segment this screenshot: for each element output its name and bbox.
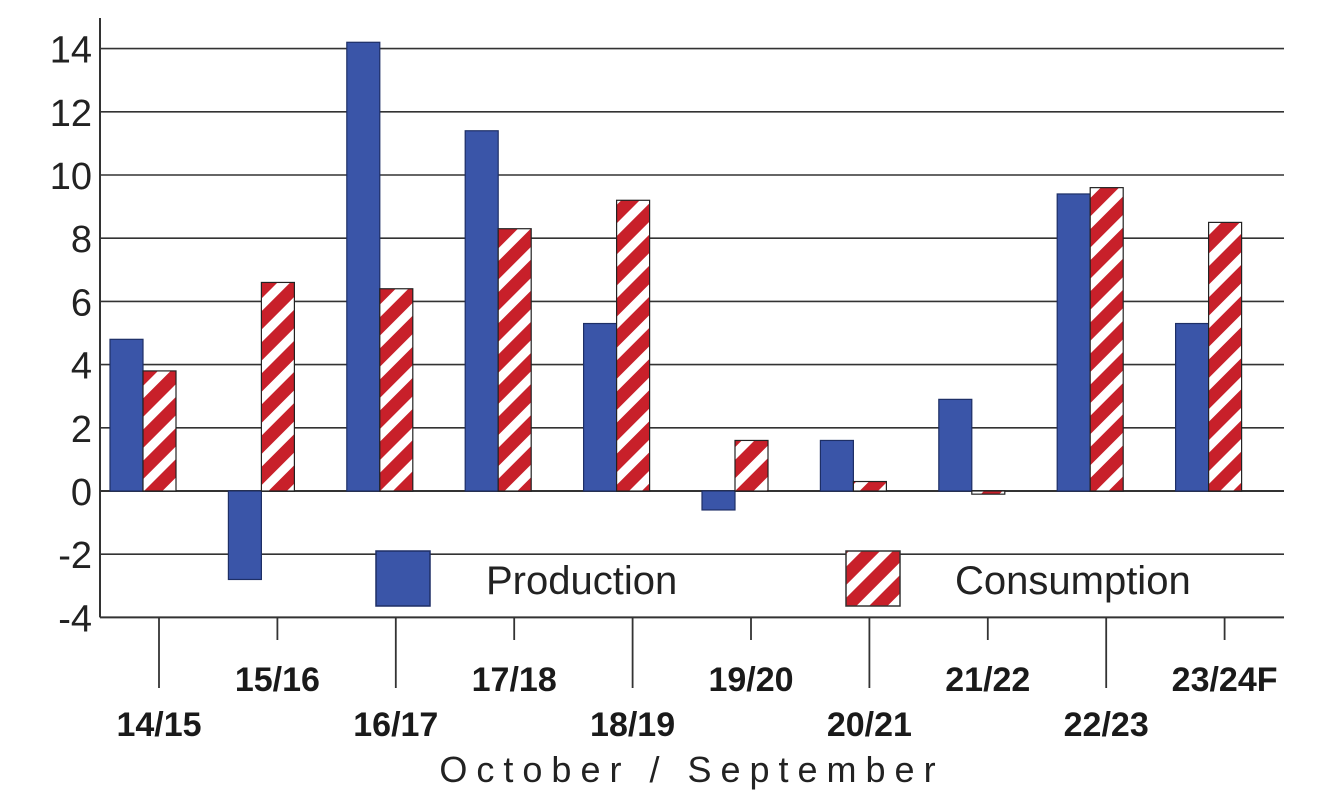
bar-production [701, 490, 736, 511]
x-tick-label: 17/18 [472, 661, 557, 699]
legend: Production Consumption [375, 550, 1191, 607]
y-tick-label: 0 [71, 472, 92, 514]
legend-swatch-consumption [845, 550, 901, 607]
bars [109, 41, 1243, 581]
bar-consumption [497, 228, 532, 492]
x-axis: 14/15 15/16 16/17 17/18 18/19 19/20 20/21 21/22… [116, 617, 1278, 744]
y-tick-label: -4 [58, 598, 92, 640]
x-tick-label: 20/21 [827, 706, 912, 744]
bar-production [938, 398, 973, 492]
y-tick-label: 4 [71, 346, 92, 388]
bar-production [582, 322, 618, 492]
bar-production [464, 130, 499, 492]
y-tick-label: 6 [71, 282, 92, 324]
legend-label-production: Production [486, 559, 677, 603]
bar-consumption [379, 288, 414, 492]
bar-production [346, 41, 381, 492]
y-tick-label: 8 [71, 219, 92, 261]
y-tick-label: 2 [71, 409, 92, 451]
bar-production [109, 338, 144, 492]
y-tick-label: 12 [50, 93, 92, 135]
bar-consumption [1089, 187, 1124, 492]
x-tick-label: 22/23 [1064, 706, 1149, 744]
y-tick-label: -2 [58, 535, 92, 577]
legend-swatch-production [375, 550, 431, 607]
bar-production [1056, 193, 1091, 492]
bar-consumption [971, 490, 1006, 495]
bar-production [1174, 322, 1210, 492]
x-tick-label: 14/15 [116, 706, 201, 744]
x-tick-label: 19/20 [708, 661, 793, 699]
y-tick-label: 10 [50, 156, 92, 198]
gridlines [100, 47, 1284, 556]
x-tick-label: 18/19 [590, 706, 675, 744]
x-tick-label: 21/22 [945, 661, 1030, 699]
bar-consumption [615, 199, 651, 492]
x-tick-label: 15/16 [235, 661, 320, 699]
bar-production [819, 439, 855, 492]
x-tick-label: 23/24F [1172, 661, 1278, 699]
bar-consumption [734, 439, 769, 492]
bar-production [227, 490, 262, 581]
x-axis-title: October / September [439, 749, 944, 790]
y-axis: 14 12 10 8 6 4 2 0 -2 -4 [50, 30, 92, 641]
axes [99, 18, 1284, 619]
x-tick-label: 16/17 [353, 706, 438, 744]
bar-consumption [142, 370, 177, 492]
bar-consumption [260, 281, 295, 492]
legend-label-consumption: Consumption [955, 559, 1191, 603]
y-tick-label: 14 [50, 30, 92, 72]
bar-consumption [1207, 221, 1243, 492]
bar-consumption [852, 480, 888, 492]
